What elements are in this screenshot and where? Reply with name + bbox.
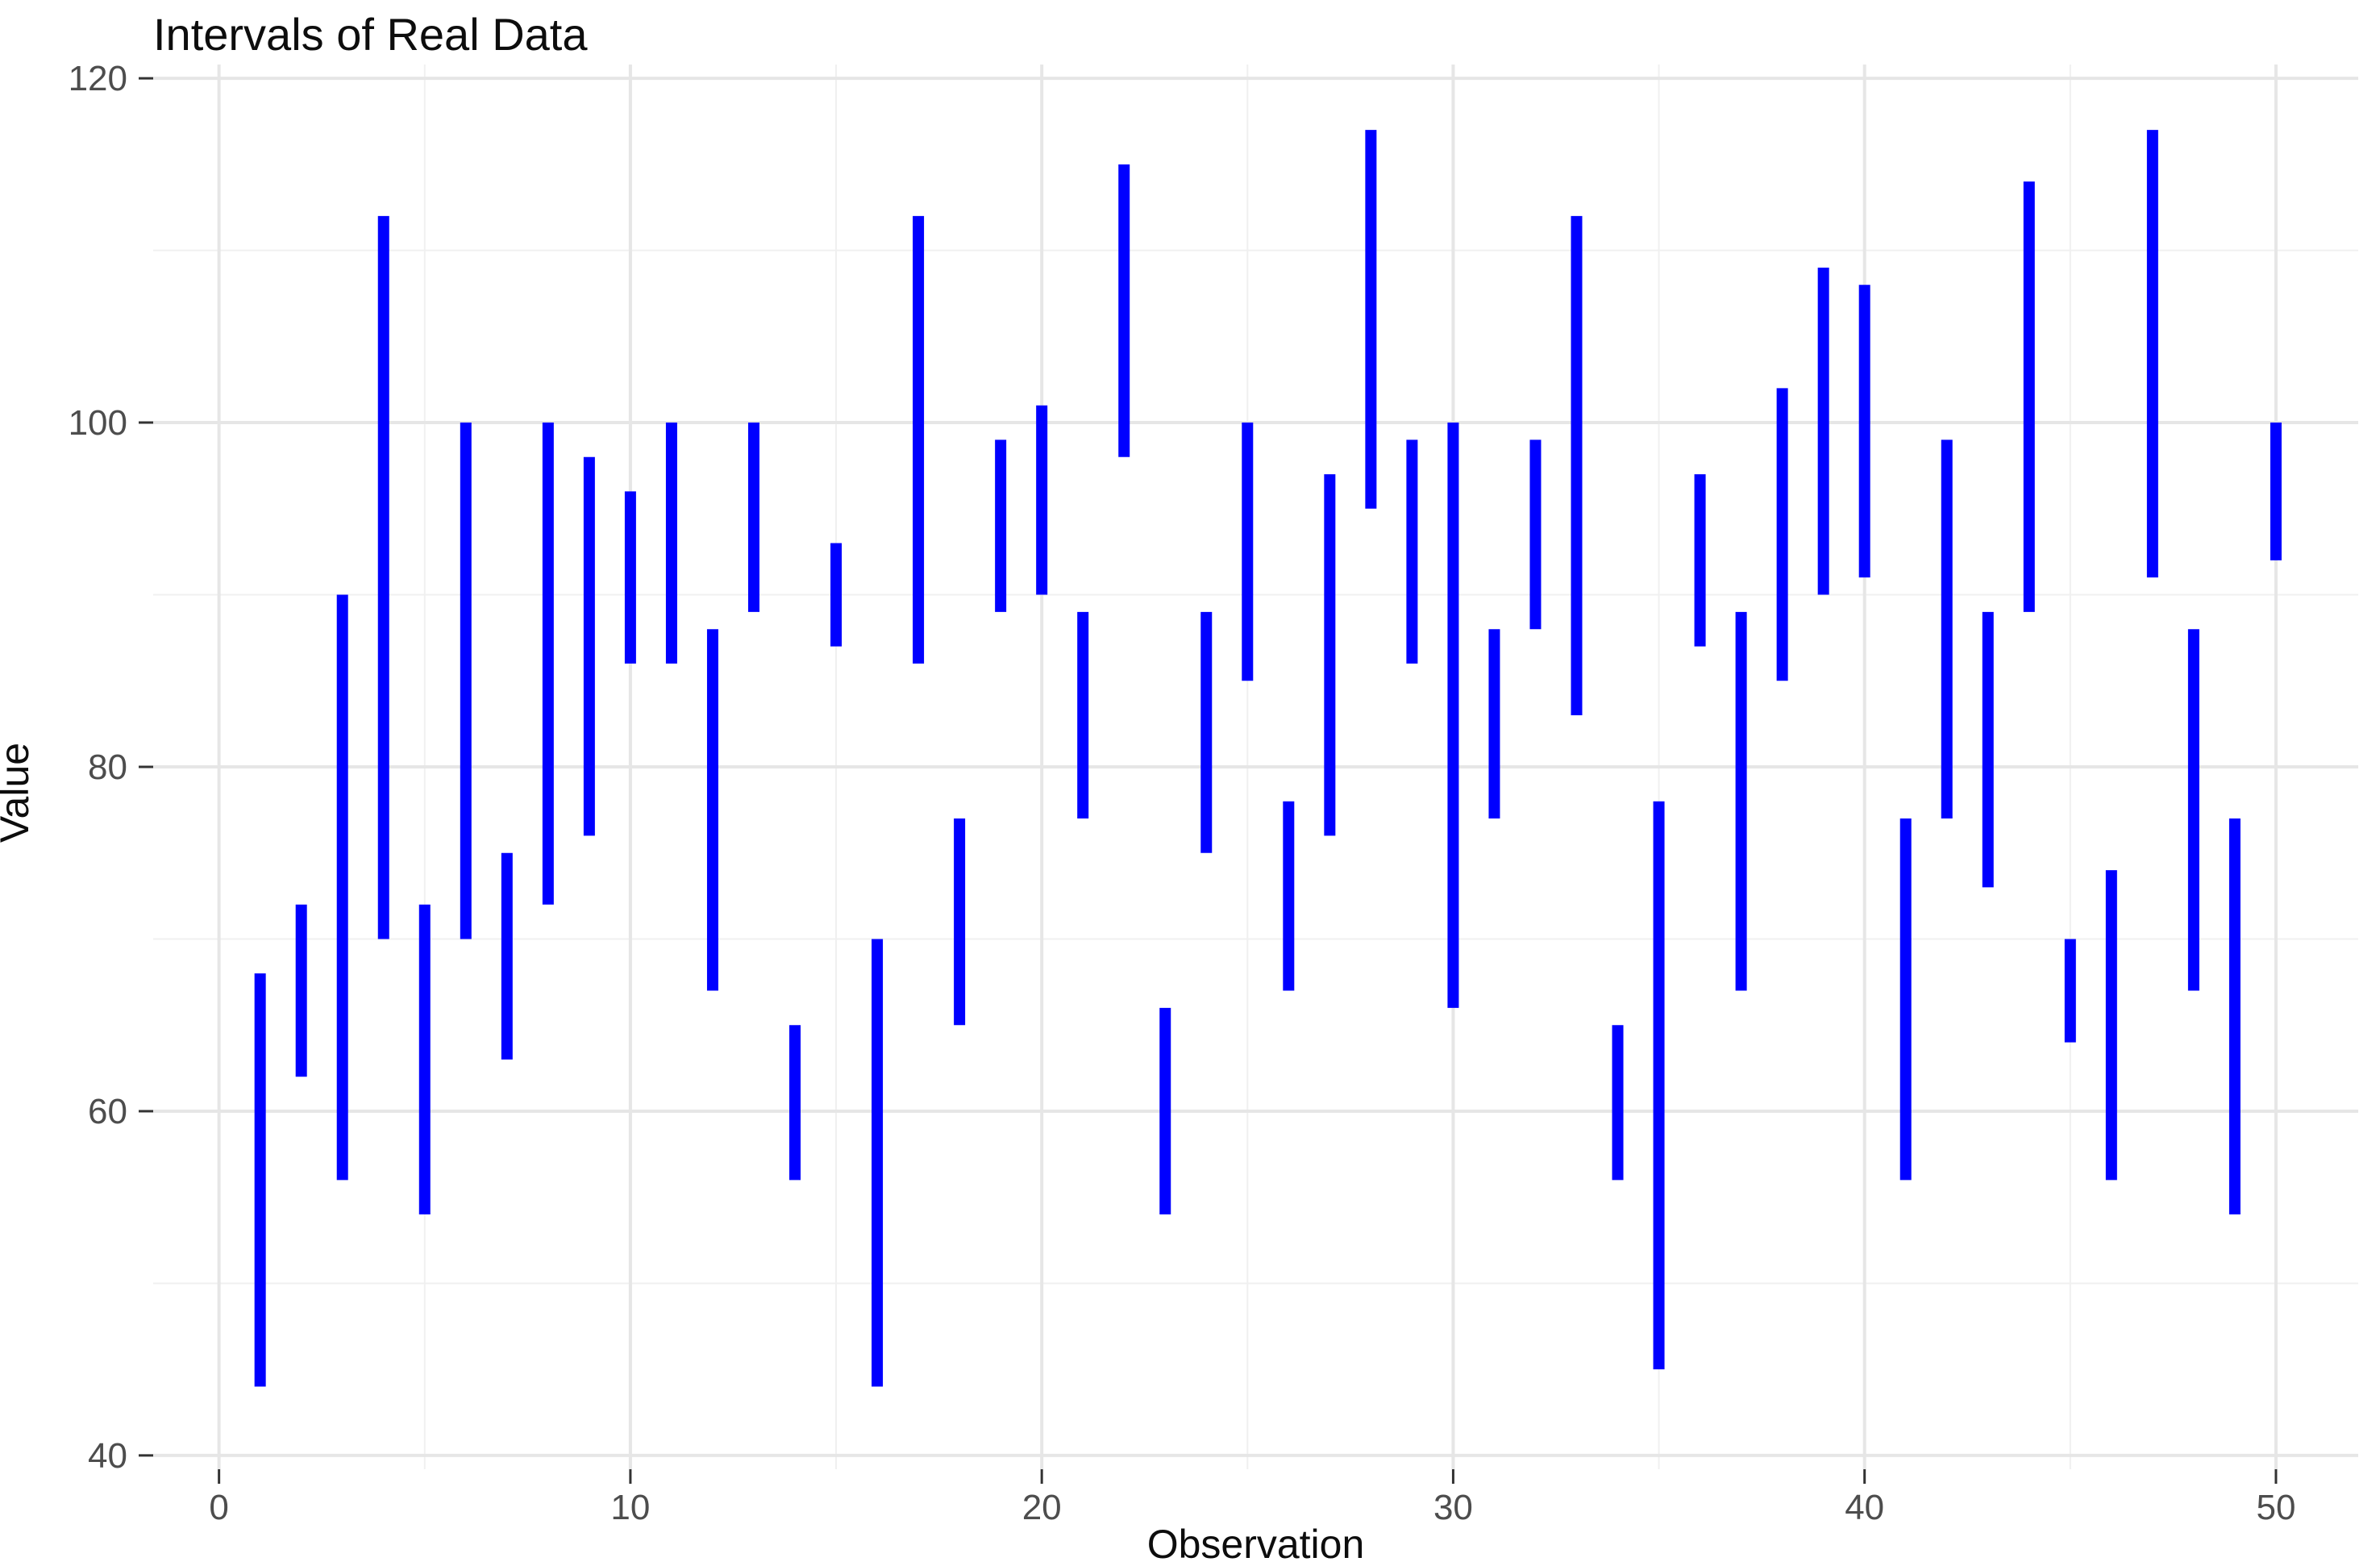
x-tick-label: 0 bbox=[209, 1488, 228, 1527]
y-tick-label: 60 bbox=[88, 1092, 127, 1131]
x-tick-label: 30 bbox=[1433, 1488, 1473, 1527]
y-tick-label: 80 bbox=[88, 748, 127, 787]
y-tick-label: 100 bbox=[69, 403, 127, 443]
y-tick-label: 40 bbox=[88, 1436, 127, 1476]
chart-title: Intervals of Real Data bbox=[153, 9, 588, 60]
x-tick-label: 10 bbox=[610, 1488, 650, 1527]
y-tick-label: 120 bbox=[69, 59, 127, 98]
x-axis-title: Observation bbox=[1146, 1522, 1365, 1566]
x-tick-label: 20 bbox=[1022, 1488, 1062, 1527]
x-tick-label: 50 bbox=[2256, 1488, 2295, 1527]
x-tick-label: 40 bbox=[1845, 1488, 1884, 1527]
